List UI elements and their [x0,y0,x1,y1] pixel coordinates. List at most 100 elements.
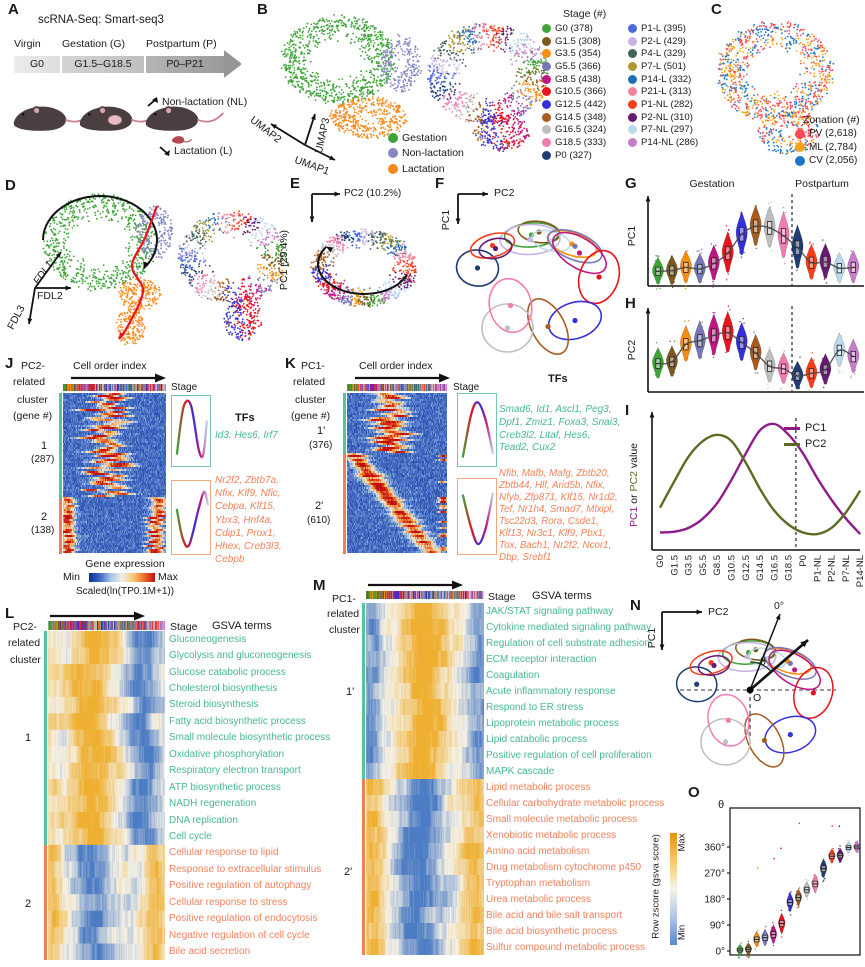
violin-plot-pc2 [645,305,864,393]
phase-label-virgin: Virgin [14,38,41,50]
legend-swatch [628,74,637,84]
cluster2-trend-inset [457,478,497,555]
legend-label: G12.5 (442) [555,98,607,110]
legend-label: Non-lactation [402,147,464,160]
theta-axis-label: θ [718,799,725,811]
legend-item: G0 (378) [542,22,606,35]
legend-item: G1.5 (308) [542,35,606,48]
gsva-term: Cholesterol biosynthesis [169,680,330,696]
legend-item: PC1 [784,420,826,436]
panel-j-label: J [5,355,14,372]
origin-label: O [753,692,762,704]
mouse-icon [13,106,92,131]
gsva-term: Tryptophan metabolism [486,875,664,891]
legend-label: P2-NL (310) [641,111,693,123]
gsva-terms-list: JAK/STAT signaling pathway Cytokine media… [486,603,664,955]
gsva-term: ATP biosynthetic process [169,779,330,795]
legend-swatch [628,125,637,135]
panel-l: L PC2- related cluster Stage GSVA terms … [5,602,330,965]
legend-item: P1-L (395) [628,22,698,35]
gsva-term-label: Gluconeogenesis [169,633,247,645]
non-lactation-arrow-icon [147,97,158,107]
legend-label: G3.5 (354) [555,48,601,60]
gsva-term-label: Response to extracellular stimulus [169,863,322,875]
legend-label: P2-L (429) [641,35,686,47]
cluster2-trend-inset [171,480,211,555]
fdl2-axis-label: FDL2 [37,290,63,302]
cell-order-arrow-icon [50,611,145,621]
branch-lactation: Lactation (L) [158,145,232,157]
phase-label-postpartum: Postpartum (P) [146,38,217,50]
gsva-term-label: Urea metabolic process [486,893,592,905]
gsva-term-label: Small molecule metabolic process [486,813,638,825]
gsva-term: Respiratory electron transport [169,763,330,779]
colorbar-scale-label: Scaled(ln(TP0.1M+1)) [75,586,175,597]
side-label: cluster [329,624,360,636]
pc-ellipse-plot [455,191,621,355]
legend-label: PC2 [805,438,827,450]
legend-label: P1-NL (282) [641,98,693,110]
panel-c-label: C [711,1,722,18]
gsva-term: Oxidative phosphorylation [169,746,330,762]
legend-item: G5.5 (366) [542,60,606,73]
gsva-term-label: Cholesterol biosynthesis [169,683,278,695]
stage-trend-curve [175,490,210,548]
gsva-term: JAK/STAT signaling pathway [486,603,664,619]
gsva-term: ECM receptor interaction [486,651,664,667]
gsva-term: Regulation of cell substrate adhesion [486,635,664,651]
stage-colorbar [347,384,447,391]
stage-legend-title: Stage (#) [563,8,607,20]
legend-label: G0 (378) [555,22,593,34]
side-label: PC2- [13,621,37,633]
legend-swatch [795,142,805,153]
side-label: cluster [17,394,48,406]
legend-label: PV (2,618) [809,128,857,140]
colorbar-max-label: Max [158,571,178,583]
legend-swatch [542,112,551,122]
mice-illustration [13,106,224,144]
side-label: related [8,637,41,649]
legend-swatch [628,49,637,59]
violin-plot-pc1 [645,194,864,290]
legend-item: G18.5 (333) [542,136,606,149]
gsva-term-label: Amino acid metabolism [486,845,590,857]
legend-swatch [628,87,637,97]
legend-item: P4-L (329) [628,47,698,60]
legend-item: P14-L (332) [628,73,698,86]
section-gestation: Gestation [689,178,735,190]
gsva-heatmap-pc2 [48,631,165,960]
timeline-arrowhead-icon [224,50,242,78]
lactation-arrow-icon [159,146,170,156]
pc-trend-lines: G0 G1.5 G3.5 G5.5 G8.5 G10.5 G12.5 G14.5 G16.5 G1… [649,412,865,587]
legend-item: G12.5 (442) [542,98,606,111]
legend-swatch [628,23,637,33]
legend-label: CV (2,056) [809,155,858,167]
gsva-term-label: Coagulation [486,669,540,681]
cluster-number: 1 [41,440,48,452]
pc2-axis-label: PC2 [494,187,515,199]
cluster-count: (138) [31,525,55,536]
gsva-term: Small molecule biosynthetic process [169,730,330,746]
cell-order-arrow-icon [355,373,450,383]
legend-item: Non-lactation [388,146,464,162]
expression-colorbar [89,573,155,582]
gsva-term-label: Cellular response to lipid [169,847,279,859]
legend-swatch [542,138,551,148]
panel-k-label: K [285,355,296,372]
legend-swatch [388,132,398,143]
gsva-terms-title: GSVA terms [532,590,592,602]
legend-item: Lactation [388,161,464,177]
legend-item: G14.5 (348) [542,111,606,124]
gsva-terms-list: Gluconeogenesis Glycolysis and gluconeoge… [169,631,330,960]
timeline-segment-g0: G0 [14,56,60,73]
stage-label: Stage [488,591,516,603]
legend-label: P14-L (332) [641,73,692,85]
stage-label: Stage [453,382,480,393]
stage-trend-curve [461,492,495,546]
gsva-term: Drug metabolism cytochrome p450 [486,859,664,875]
legend-swatch [542,87,551,97]
gsva-term: Glycolysis and gluconeogenesis [169,647,330,663]
legend-swatch [795,155,805,166]
legend-swatch [542,49,551,59]
legend-item: G8.5 (438) [542,73,606,86]
